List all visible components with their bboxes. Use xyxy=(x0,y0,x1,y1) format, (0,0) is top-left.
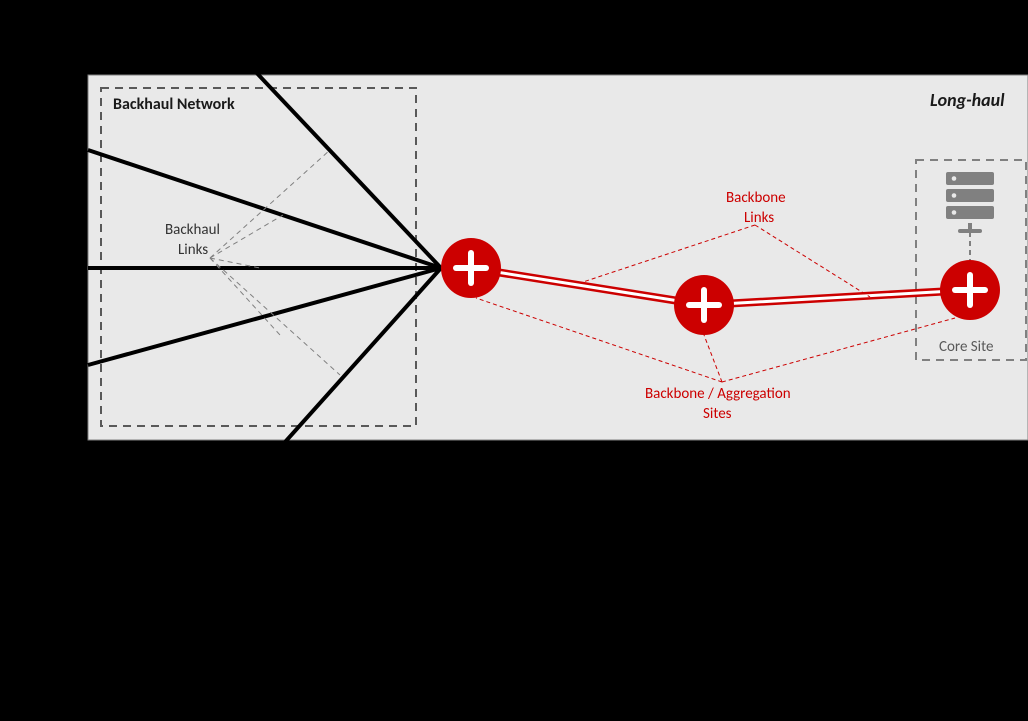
long-haul-region xyxy=(88,75,1028,440)
long-haul-label: Long-haul xyxy=(930,89,1005,111)
backhaul-links-label: Backhaul xyxy=(165,221,220,239)
aggregation-node-agg2 xyxy=(674,275,734,335)
core-site-label: Core Site xyxy=(939,338,993,356)
backhaul-network-label: Backhaul Network xyxy=(113,95,235,114)
backbone-links-label: Links xyxy=(744,209,774,227)
aggregation-node-core xyxy=(940,260,1000,320)
backbone-sites-label: Sites xyxy=(703,405,732,423)
backhaul-links-label: Links xyxy=(178,241,208,259)
backbone-sites-label: Backbone / Aggregation xyxy=(645,385,791,403)
network-diagram: Backhaul Network Long-haul Backhaul Links Ba… xyxy=(0,0,1028,721)
backbone-links-label: Backbone xyxy=(726,189,786,207)
aggregation-node-agg1 xyxy=(441,238,501,298)
